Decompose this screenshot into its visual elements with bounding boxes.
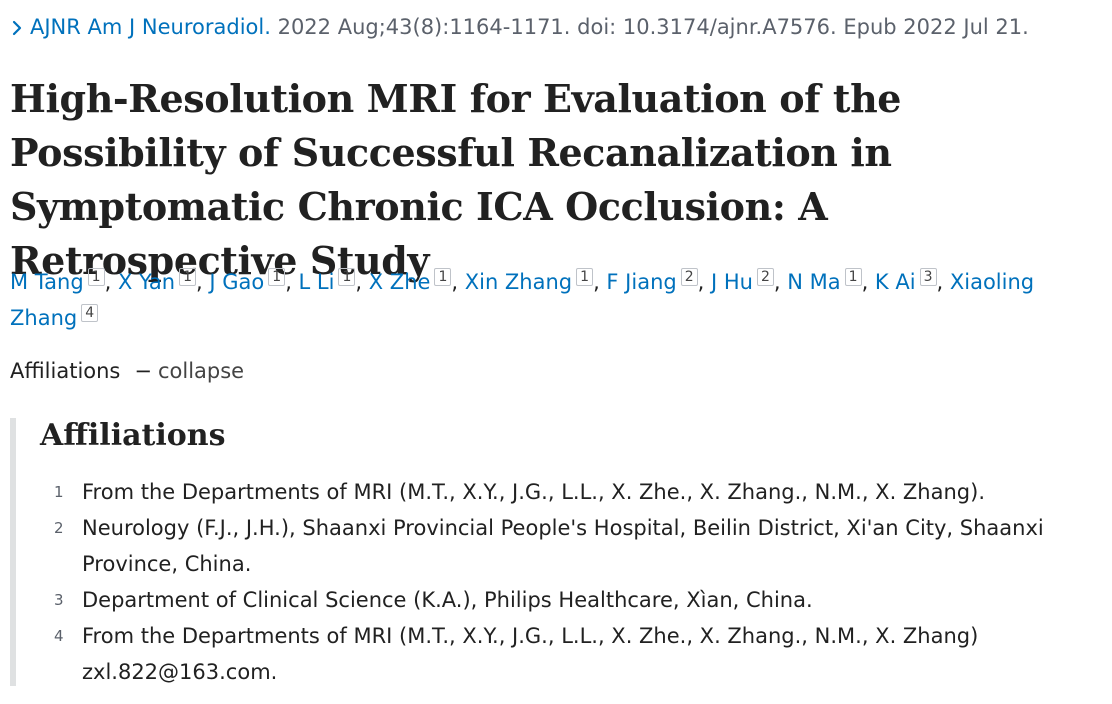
author-link[interactable]: Xin Zhang bbox=[464, 270, 573, 294]
author-link[interactable]: L Li bbox=[298, 270, 335, 294]
author-link[interactable]: J Gao bbox=[209, 270, 265, 294]
author-item: X Yan 1 bbox=[117, 268, 197, 294]
author-link[interactable]: X Zhe bbox=[368, 270, 431, 294]
collapse-dash-icon: − bbox=[134, 359, 152, 383]
author-item: Xin Zhang 1 bbox=[464, 268, 594, 294]
author-affiliation-ref[interactable]: 3 bbox=[919, 268, 937, 286]
affiliation-text: From the Departments of MRI (M.T., X.Y.,… bbox=[82, 624, 979, 684]
author-link[interactable]: Xiaoling Zhang bbox=[10, 270, 1035, 330]
author-item: K Ai 3 bbox=[874, 268, 937, 294]
affiliations-toggle[interactable]: Affiliations − collapse bbox=[10, 356, 244, 386]
affiliation-item: 3 Department of Clinical Science (K.A.),… bbox=[40, 582, 1080, 618]
affiliation-item: 1 From the Departments of MRI (M.T., X.Y… bbox=[40, 474, 1080, 510]
author-affiliation-ref[interactable]: 1 bbox=[268, 268, 286, 286]
author-affiliation-ref[interactable]: 4 bbox=[81, 304, 99, 322]
author-list: M Tang 1, X Yan 1, J Gao 1, L Li 1, X Zhe 1, … bbox=[10, 268, 1035, 330]
author-item: M Tang 1 bbox=[10, 268, 105, 294]
chevron-right-icon[interactable] bbox=[10, 20, 24, 36]
journal-link[interactable]: AJNR Am J Neuroradiol. bbox=[30, 15, 271, 39]
affiliations-heading: Affiliations bbox=[40, 418, 226, 453]
author-link[interactable]: N Ma bbox=[787, 270, 841, 294]
affiliations-toggle-label: Affiliations bbox=[10, 359, 121, 383]
article-title: High-Resolution MRI for Evaluation of th… bbox=[10, 76, 902, 283]
author-affiliation-ref[interactable]: 1 bbox=[844, 268, 862, 286]
affiliation-text: From the Departments of MRI (M.T., X.Y.,… bbox=[82, 480, 985, 504]
author-item: X Zhe 1 bbox=[368, 268, 452, 294]
affiliation-item: 2 Neurology (F.J., J.H.), Shaanxi Provin… bbox=[40, 510, 1080, 582]
affiliation-number: 4 bbox=[54, 627, 64, 645]
author-item: L Li 1 bbox=[298, 268, 356, 294]
author-affiliation-ref[interactable]: 2 bbox=[680, 268, 698, 286]
affiliation-number: 3 bbox=[54, 591, 64, 609]
author-link[interactable]: J Hu bbox=[711, 270, 753, 294]
affiliation-item: 4 From the Departments of MRI (M.T., X.Y… bbox=[40, 618, 1080, 690]
affiliation-number: 2 bbox=[54, 519, 64, 537]
author-link[interactable]: X Yan bbox=[117, 270, 176, 294]
affiliations-list: 1 From the Departments of MRI (M.T., X.Y… bbox=[40, 474, 1080, 690]
affiliation-number: 1 bbox=[54, 483, 64, 501]
author-link[interactable]: F Jiang bbox=[606, 270, 677, 294]
author-item: Xiaoling Zhang 4 bbox=[10, 270, 1034, 330]
citation-details: 2022 Aug;43(8):1164-1171. doi: 10.3174/a… bbox=[277, 15, 1029, 39]
affiliation-text: Neurology (F.J., J.H.), Shaanxi Provinci… bbox=[82, 516, 1044, 576]
author-affiliation-ref[interactable]: 1 bbox=[179, 268, 197, 286]
author-affiliation-ref[interactable]: 1 bbox=[338, 268, 356, 286]
citation-line: AJNR Am J Neuroradiol. 2022 Aug;43(8):11… bbox=[10, 12, 1100, 42]
affiliations-panel: Affiliations 1 From the Departments of M… bbox=[10, 418, 1106, 686]
author-item: J Gao 1 bbox=[209, 268, 286, 294]
author-item: J Hu 2 bbox=[711, 268, 774, 294]
affiliation-text: Department of Clinical Science (K.A.), P… bbox=[82, 588, 813, 612]
author-link[interactable]: M Tang bbox=[10, 270, 84, 294]
collapse-button[interactable]: collapse bbox=[157, 359, 245, 383]
author-item: F Jiang 2 bbox=[606, 268, 698, 294]
author-link[interactable]: K Ai bbox=[874, 270, 916, 294]
author-item: N Ma 1 bbox=[787, 268, 862, 294]
author-affiliation-ref[interactable]: 2 bbox=[756, 268, 774, 286]
author-affiliation-ref[interactable]: 1 bbox=[87, 268, 105, 286]
author-affiliation-ref[interactable]: 1 bbox=[576, 268, 594, 286]
author-affiliation-ref[interactable]: 1 bbox=[434, 268, 452, 286]
